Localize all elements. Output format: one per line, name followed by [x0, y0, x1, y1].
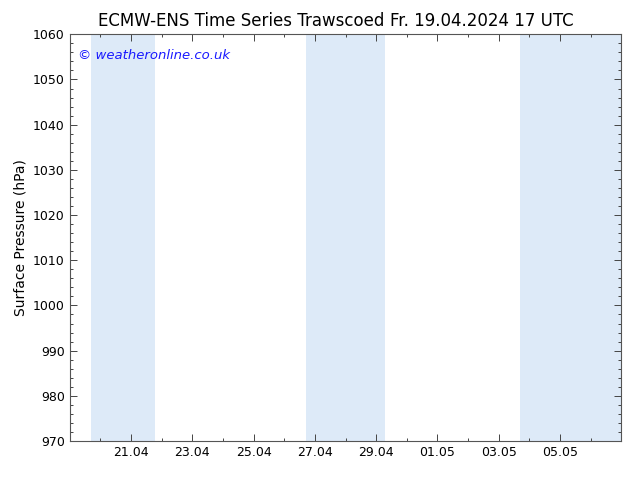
Text: ECMW-ENS Time Series Trawscoed: ECMW-ENS Time Series Trawscoed: [98, 12, 384, 30]
Bar: [521, 34, 621, 441]
Text: © weatheronline.co.uk: © weatheronline.co.uk: [78, 49, 230, 62]
Bar: [306, 34, 385, 441]
Bar: [91, 34, 155, 441]
Y-axis label: Surface Pressure (hPa): Surface Pressure (hPa): [13, 159, 27, 316]
Text: Fr. 19.04.2024 17 UTC: Fr. 19.04.2024 17 UTC: [390, 12, 574, 30]
